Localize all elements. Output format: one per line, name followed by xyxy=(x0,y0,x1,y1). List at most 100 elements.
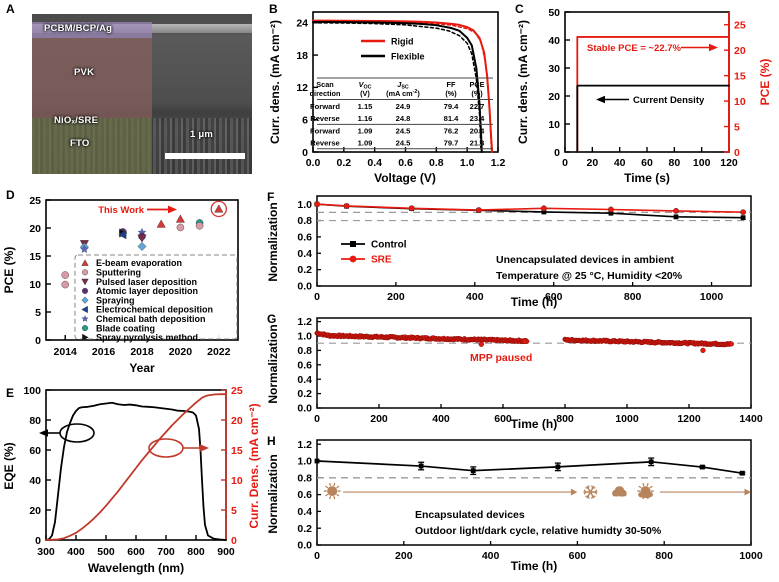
panel-d-chart: 2014 2016 2018 2020 2022 0 5 10 15 20 25 Year PCE … xyxy=(2,195,239,375)
svg-text:Blade coating: Blade coating xyxy=(96,323,155,333)
svg-text:0: 0 xyxy=(562,157,568,169)
svg-text:800: 800 xyxy=(556,413,574,425)
svg-text:Electrochemical deposition: Electrochemical deposition xyxy=(96,305,213,315)
sun-icon xyxy=(323,482,341,500)
panel-b-chart: 0.0 0.2 0.4 0.6 0.8 1.0 1.2 0 6 12 18 24 Voltage (V… xyxy=(268,11,505,185)
svg-text:0.0: 0.0 xyxy=(297,403,312,415)
x-axis-title-e: Wavelength (nm) xyxy=(88,561,184,575)
svg-text:800: 800 xyxy=(187,546,205,558)
svg-text:0.6: 0.6 xyxy=(297,359,312,371)
callout-jsc xyxy=(148,438,209,458)
svg-text:Scan: Scan xyxy=(316,80,333,89)
svg-text:80: 80 xyxy=(29,415,41,427)
x-axis-title-d: Year xyxy=(129,361,155,375)
svg-text:0: 0 xyxy=(35,335,41,347)
svg-text:1.09: 1.09 xyxy=(358,126,373,135)
svg-text:25: 25 xyxy=(231,385,243,397)
svg-text:10: 10 xyxy=(548,119,560,131)
svg-text:600: 600 xyxy=(127,546,145,558)
svg-text:20: 20 xyxy=(734,45,746,57)
svg-text:700: 700 xyxy=(157,546,175,558)
x-axis-title-b: Voltage (V) xyxy=(374,171,436,185)
svg-text:21.3: 21.3 xyxy=(470,139,485,148)
legend-f: Control SRE xyxy=(341,240,407,266)
jv-curves xyxy=(312,19,494,153)
axis-ticks-g: 0 200 400 600 800 1000 1200 1400 0.0 0.2 0.4 0.6 0.8… xyxy=(297,316,762,425)
svg-text:10: 10 xyxy=(734,96,746,108)
x-axis-title-c: Time (s) xyxy=(624,171,670,185)
svg-text:1000: 1000 xyxy=(739,550,763,562)
svg-text:(%): (%) xyxy=(471,89,483,98)
svg-text:24: 24 xyxy=(296,18,308,30)
svg-text:1.2: 1.2 xyxy=(491,157,506,169)
svg-text:0.4: 0.4 xyxy=(367,157,382,169)
svg-text:PCE: PCE xyxy=(469,80,484,89)
svg-text:24.8: 24.8 xyxy=(396,114,411,123)
svg-text:0: 0 xyxy=(231,535,237,547)
svg-text:5: 5 xyxy=(35,307,41,319)
y-axis-title-c: Curr. dens. (mA cm⁻²) xyxy=(516,20,530,144)
svg-text:0.4: 0.4 xyxy=(297,506,312,518)
svg-text:0.2: 0.2 xyxy=(337,157,352,169)
svg-text:(mA cm-2): (mA cm-2) xyxy=(386,89,420,98)
svg-text:Reverse: Reverse xyxy=(310,114,340,123)
svg-text:1.0: 1.0 xyxy=(297,199,312,211)
panel-c: C 0 20 40 60 80 100 120 0 10 20 30 40 50 0 5 10 15 20 25 T… xyxy=(513,0,779,186)
overlay-niox-sre-fto xyxy=(32,118,152,174)
svg-text:Spraying: Spraying xyxy=(96,295,135,305)
annotation-h-line1: Encapsulated devices xyxy=(415,509,525,521)
scalebar xyxy=(165,153,245,159)
svg-text:18: 18 xyxy=(296,50,308,62)
legend-label-sre: SRE xyxy=(371,255,392,266)
svg-text:0: 0 xyxy=(302,147,308,159)
y-axis-title-f: Normalization xyxy=(266,202,280,281)
annotation-f-line2: Temperature @ 25 °C, Humidity <20% xyxy=(496,270,683,282)
legend-label-rigid: Rigid xyxy=(391,37,414,47)
panel-e-chart: 300 400 500 600 700 800 9000204060801000510152… xyxy=(2,385,261,575)
svg-text:79.4: 79.4 xyxy=(444,102,460,111)
svg-text:20: 20 xyxy=(231,415,243,427)
svg-text:0: 0 xyxy=(314,550,320,562)
svg-text:20.4: 20.4 xyxy=(470,126,486,135)
sem-label-fto: FTO xyxy=(70,138,90,149)
axis-ticks-b: 0.0 0.2 0.4 0.6 0.8 1.0 1.2 0 6 12 18 24 xyxy=(296,18,505,169)
svg-text:0.8: 0.8 xyxy=(297,472,312,484)
svg-text:Forward: Forward xyxy=(310,126,340,135)
svg-text:Atomic layer deposition: Atomic layer deposition xyxy=(96,286,198,296)
svg-text:10: 10 xyxy=(29,279,41,291)
annotation-this-work: This Work xyxy=(98,205,144,216)
svg-text:0.4: 0.4 xyxy=(297,374,312,386)
svg-text:76.2: 76.2 xyxy=(444,126,459,135)
svg-text:22.7: 22.7 xyxy=(470,102,485,111)
overlay-pvk xyxy=(32,38,152,118)
panel-g: G 0 200 400 600 800 1000 1200 1400 0.0 0.2 0.4 0.6 0… xyxy=(265,308,779,431)
svg-text:400: 400 xyxy=(466,291,484,303)
svg-text:Forward: Forward xyxy=(310,102,340,111)
svg-text:1.0: 1.0 xyxy=(297,456,312,468)
y-axis-title-e-right: Curr. Dens. (mA cm⁻²) xyxy=(247,403,261,528)
sun-cloud-icon xyxy=(637,482,654,500)
svg-text:(%): (%) xyxy=(445,89,457,98)
svg-text:1.16: 1.16 xyxy=(358,114,373,123)
svg-text:25: 25 xyxy=(29,195,41,207)
svg-text:40: 40 xyxy=(29,475,41,487)
svg-text:600: 600 xyxy=(494,413,512,425)
legend-label-control: Control xyxy=(371,240,407,251)
arrow-this-work xyxy=(147,205,177,214)
svg-text:(V): (V) xyxy=(360,89,370,98)
svg-text:10: 10 xyxy=(231,475,243,487)
svg-text:E-beam evaporation: E-beam evaporation xyxy=(96,258,182,268)
svg-text:Chemical bath deposition: Chemical bath deposition xyxy=(96,314,206,324)
arrow-current-left xyxy=(596,95,629,104)
sem-label-pvk: PVK xyxy=(74,67,95,78)
snowflake-icon xyxy=(583,485,598,499)
panel-e-label: E xyxy=(6,386,15,400)
svg-text:200: 200 xyxy=(395,550,413,562)
sem-color-overlay xyxy=(32,14,152,174)
svg-text:300: 300 xyxy=(37,546,55,558)
svg-text:79.7: 79.7 xyxy=(444,139,459,148)
svg-text:0.8: 0.8 xyxy=(429,157,444,169)
svg-text:1.09: 1.09 xyxy=(358,139,373,148)
svg-text:Reverse: Reverse xyxy=(310,139,340,148)
